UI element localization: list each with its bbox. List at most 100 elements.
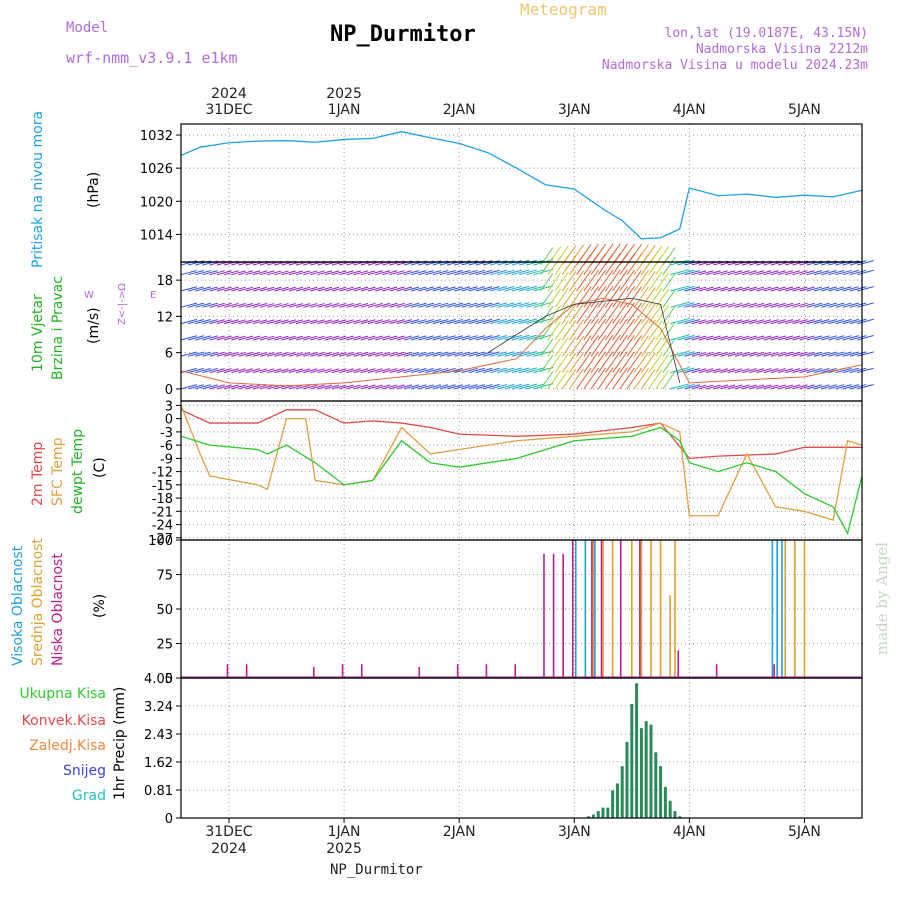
wind-barb <box>720 384 736 390</box>
wind-barb <box>504 302 522 308</box>
wind-barb <box>382 335 398 341</box>
pressure-unit: (hPa) <box>86 172 102 208</box>
wind-barb <box>533 366 554 374</box>
wind-barb <box>526 367 546 374</box>
wind-barb <box>202 384 218 390</box>
wind-barb <box>756 368 772 374</box>
wind-barb <box>490 302 508 308</box>
wind-barb <box>749 302 765 308</box>
wind-barb <box>626 367 642 390</box>
wind-barb <box>698 384 714 390</box>
wind-barb <box>252 335 268 341</box>
wind-barb <box>447 286 463 292</box>
wind-barb <box>454 302 471 308</box>
wind-barb <box>777 270 794 276</box>
wind-barb <box>612 351 628 373</box>
top-day-label: 31DEC <box>205 102 252 118</box>
wind-barb <box>554 337 569 357</box>
wind-barb <box>648 287 663 308</box>
wind-barb <box>439 318 456 325</box>
wind-barb <box>835 351 852 357</box>
wind-barb <box>195 335 211 341</box>
wind-barb <box>317 335 332 341</box>
wind-barb <box>770 384 786 390</box>
mid-cloud-axis-title: Srednja Oblacnost <box>30 538 46 666</box>
wind-barb <box>367 335 383 341</box>
wind-barb <box>468 367 485 374</box>
wind-barb <box>288 270 303 276</box>
wind-barb <box>461 384 478 390</box>
wind-barb <box>432 351 449 357</box>
wind-speed-line <box>180 297 863 387</box>
wind-barb <box>252 303 268 308</box>
y-tick-label: 1020 <box>140 195 173 210</box>
wind-barb <box>727 351 743 357</box>
precip-bar <box>649 724 653 818</box>
wind-barb <box>447 302 463 308</box>
wind-barb <box>684 335 701 341</box>
wind-barb <box>310 270 325 276</box>
wind-barb <box>698 351 714 357</box>
wind-barb <box>303 335 318 341</box>
wind-barb <box>720 368 736 374</box>
wind-barb <box>518 302 537 308</box>
wind-barb <box>396 335 412 341</box>
wind-barb <box>842 302 860 308</box>
wind-barb <box>857 335 874 341</box>
grid-layer <box>181 124 862 819</box>
wind-barb <box>497 383 515 390</box>
wind-barb <box>713 319 728 325</box>
wind-barb <box>346 335 361 341</box>
wind-barb <box>461 286 478 292</box>
model-elevation: Nadmorska Visina u modelu 2024.23m <box>601 58 868 73</box>
wind-barb <box>547 337 562 357</box>
wind-barb <box>317 319 332 325</box>
wind-barb <box>439 286 456 292</box>
wind-barb <box>662 354 676 373</box>
wind-barb <box>238 368 253 374</box>
wind-barb <box>554 271 569 292</box>
wind-barb <box>447 270 463 276</box>
wind-barb <box>741 286 757 292</box>
wind-barb <box>331 384 347 390</box>
wind-barb <box>295 286 311 292</box>
wind-barb <box>245 286 261 292</box>
wind-barb <box>691 368 707 374</box>
wind-barb <box>317 303 332 308</box>
wind-barb <box>561 352 577 373</box>
wind-barb <box>799 351 815 357</box>
wind-barb <box>360 286 376 292</box>
wind-barb <box>331 319 347 325</box>
wind-barb <box>842 367 860 374</box>
wind-barb <box>785 335 801 341</box>
wind-barb <box>224 319 239 325</box>
wind-barb <box>180 351 197 357</box>
wind-barb <box>274 352 289 357</box>
y-tick-label: -6 <box>160 439 173 454</box>
wind-barb <box>806 319 823 325</box>
wind-barb <box>756 270 772 276</box>
wind-barb <box>597 318 614 341</box>
wind-barb <box>706 368 721 374</box>
precip-bar <box>654 752 658 818</box>
wind-barb <box>727 335 743 341</box>
wind-barb <box>224 368 239 374</box>
wind-barb <box>504 259 522 266</box>
wind-barb <box>720 351 736 357</box>
wind-barb <box>202 319 218 325</box>
wind-barb <box>785 319 801 325</box>
wind-barb <box>295 270 311 276</box>
wind-barb <box>777 351 794 357</box>
y-tick-label: 0 <box>165 812 173 827</box>
wind-barb <box>727 319 743 325</box>
wind-barb <box>418 286 434 292</box>
wind-barb <box>605 269 621 292</box>
wind-barb <box>490 286 508 292</box>
precip-bar <box>620 766 624 818</box>
wind-barb <box>418 368 434 374</box>
wind-barb <box>396 270 412 276</box>
wind-barb <box>288 303 303 308</box>
wind-barb <box>655 353 670 373</box>
wind-barb <box>454 286 471 292</box>
pressure-axis-title: Pritisak na nivou mora <box>30 111 46 268</box>
